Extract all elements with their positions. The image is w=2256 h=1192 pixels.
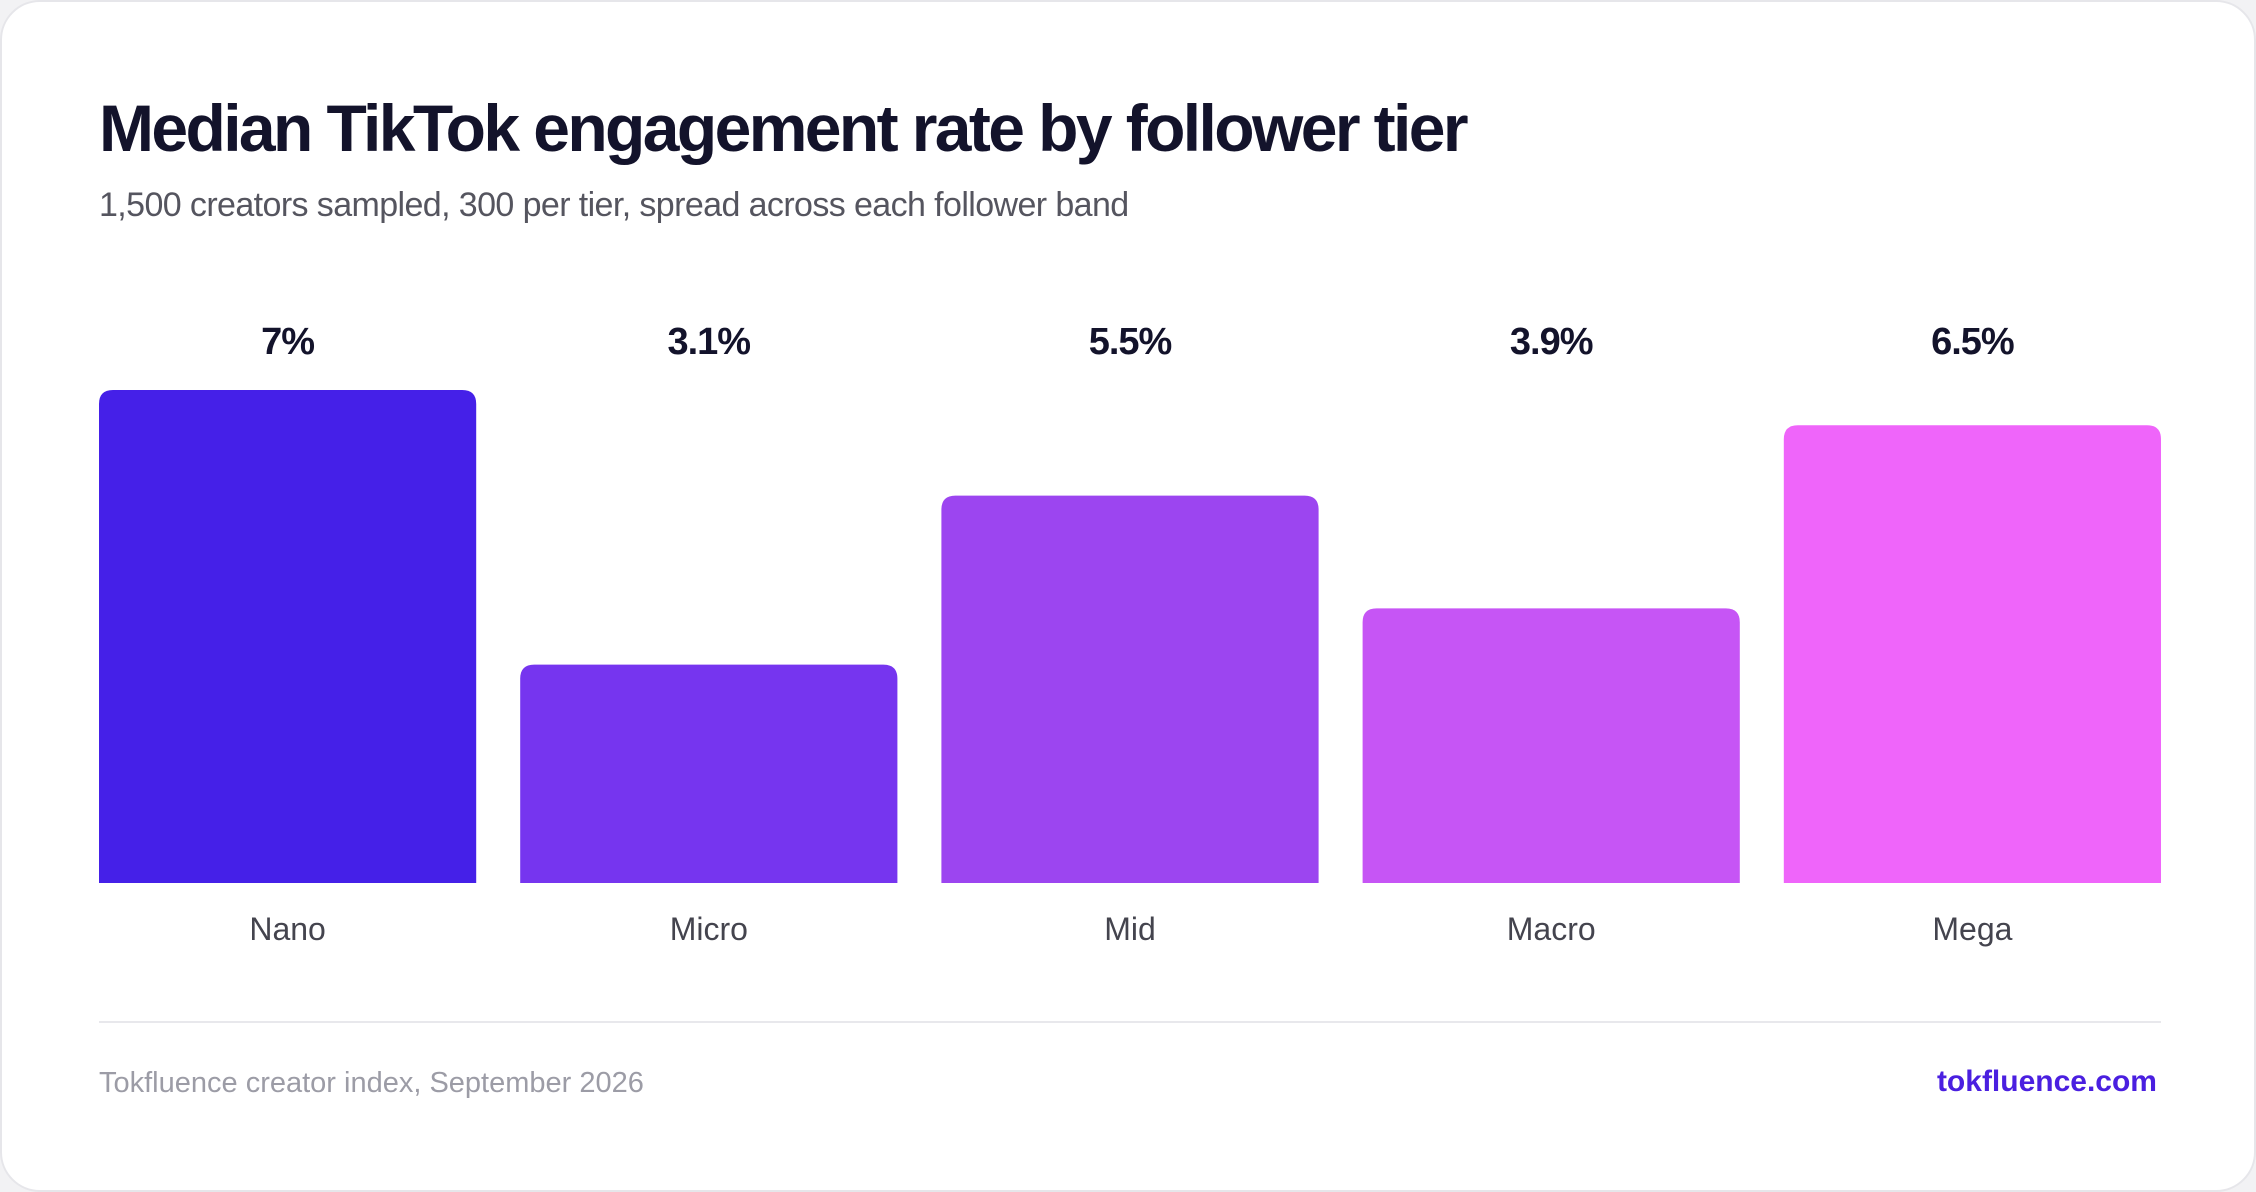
value-label-mega: 6.5% — [1931, 321, 2014, 363]
bar-nano — [99, 390, 477, 883]
chart-title: Median TikTok engagement rate by followe… — [99, 91, 1469, 165]
footer-divider — [99, 1021, 2161, 1023]
bar-mega — [1783, 425, 2161, 883]
brand-link[interactable]: tokfluence.com — [1936, 1065, 2157, 1098]
bar-chart: 7% Nano 3.1% Micro 5.5% Mid 3.9% Macro 6.5% Mega — [99, 321, 2161, 947]
chart-subtitle: 1,500 creators sampled, 300 per tier, sp… — [99, 186, 1129, 224]
bar-macro — [1362, 608, 1740, 883]
bar-mid — [941, 495, 1319, 883]
category-label-mega: Mega — [1932, 911, 2012, 947]
source-note: Tokfluence creator index, September 2026 — [99, 1067, 644, 1099]
category-label-macro: Macro — [1507, 911, 1596, 947]
category-label-nano: Nano — [249, 911, 326, 947]
value-label-micro: 3.1% — [667, 321, 750, 363]
category-label-mid: Mid — [1104, 911, 1156, 947]
bars-layer: 7% Nano 3.1% Micro 5.5% Mid 3.9% Macro 6.5% Mega — [99, 321, 2161, 947]
bar-micro — [520, 664, 898, 883]
value-label-mid: 5.5% — [1089, 321, 1172, 363]
value-label-macro: 3.9% — [1510, 321, 1593, 363]
category-label-micro: Micro — [670, 911, 748, 947]
value-label-nano: 7% — [261, 321, 314, 363]
